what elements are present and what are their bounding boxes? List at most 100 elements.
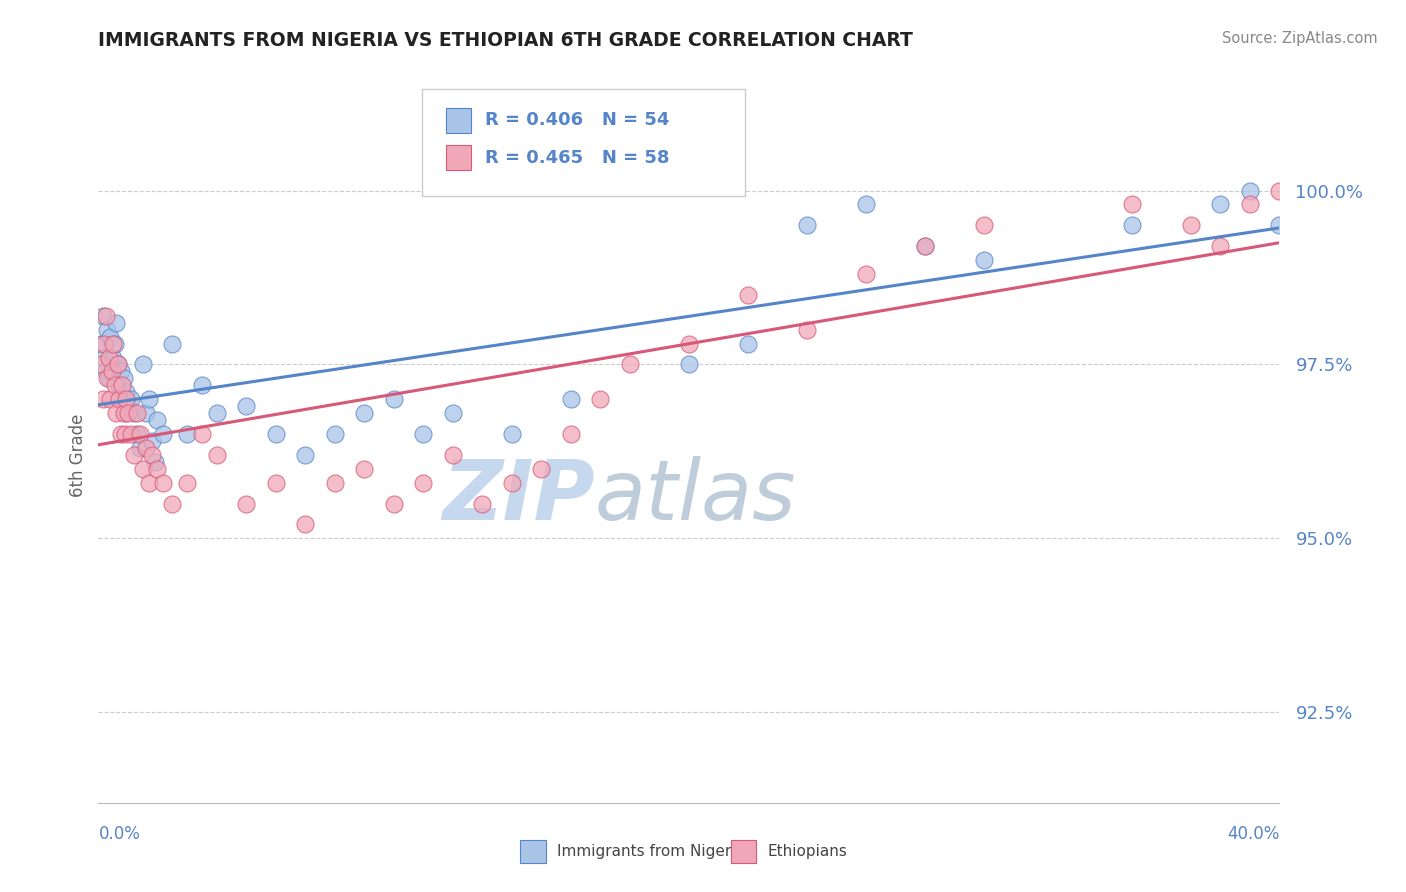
Point	[135, 406, 157, 420]
Point	[796, 323, 818, 337]
Point	[412, 475, 434, 490]
Text: 40.0%: 40.0%	[1227, 825, 1279, 843]
Point	[125, 427, 148, 442]
Point	[94, 309, 117, 323]
Point	[1121, 197, 1143, 211]
Point	[112, 406, 135, 420]
Point	[98, 392, 121, 407]
Text: R = 0.465   N = 58: R = 0.465 N = 58	[485, 149, 669, 167]
Point	[132, 358, 155, 372]
Point	[855, 197, 877, 211]
Point	[560, 392, 582, 407]
Point	[104, 378, 127, 392]
Point	[589, 392, 612, 407]
Point	[93, 351, 115, 365]
Point	[501, 427, 523, 442]
Point	[1209, 197, 1232, 211]
Text: Ethiopians: Ethiopians	[768, 845, 848, 859]
Point	[1239, 197, 1261, 211]
Point	[125, 406, 148, 420]
Point	[678, 358, 700, 372]
Point	[104, 336, 127, 351]
Point	[107, 358, 129, 372]
Point	[114, 427, 136, 442]
Point	[176, 475, 198, 490]
Point	[264, 427, 287, 442]
Point	[162, 497, 183, 511]
Point	[441, 448, 464, 462]
Point	[97, 351, 120, 365]
Point	[855, 267, 877, 281]
Point	[973, 253, 995, 268]
Point	[235, 497, 257, 511]
Y-axis label: 6th Grade: 6th Grade	[69, 413, 87, 497]
Point	[103, 351, 125, 365]
Text: IMMIGRANTS FROM NIGERIA VS ETHIOPIAN 6TH GRADE CORRELATION CHART: IMMIGRANTS FROM NIGERIA VS ETHIOPIAN 6TH…	[98, 31, 914, 50]
Text: R = 0.406   N = 54: R = 0.406 N = 54	[485, 112, 669, 129]
Point	[105, 316, 128, 330]
Point	[235, 399, 257, 413]
Point	[122, 406, 145, 420]
Point	[152, 475, 174, 490]
Point	[96, 371, 118, 385]
Point	[146, 413, 169, 427]
Point	[619, 358, 641, 372]
Point	[120, 392, 142, 407]
Point	[138, 475, 160, 490]
Point	[112, 371, 135, 385]
Text: Immigrants from Nigeria: Immigrants from Nigeria	[557, 845, 745, 859]
Point	[323, 427, 346, 442]
Point	[323, 475, 346, 490]
Point	[143, 455, 166, 469]
Point	[1239, 184, 1261, 198]
Point	[146, 462, 169, 476]
Point	[100, 364, 122, 378]
Point	[103, 336, 125, 351]
Point	[1180, 219, 1202, 233]
Point	[141, 448, 163, 462]
Point	[973, 219, 995, 233]
Point	[115, 392, 138, 407]
Point	[441, 406, 464, 420]
Text: atlas: atlas	[595, 456, 796, 537]
Point	[1268, 184, 1291, 198]
Text: ZIP: ZIP	[441, 456, 595, 537]
Point	[191, 378, 214, 392]
Point	[678, 336, 700, 351]
Text: Source: ZipAtlas.com: Source: ZipAtlas.com	[1222, 31, 1378, 46]
Point	[91, 309, 114, 323]
Point	[128, 427, 150, 442]
Point	[264, 475, 287, 490]
Point	[105, 406, 128, 420]
Point	[353, 406, 375, 420]
Point	[412, 427, 434, 442]
Point	[294, 517, 316, 532]
Point	[1282, 239, 1305, 253]
Point	[737, 288, 759, 302]
Point	[382, 497, 405, 511]
Point	[108, 378, 131, 392]
Point	[796, 219, 818, 233]
Point	[117, 399, 139, 413]
Point	[98, 329, 121, 343]
Point	[1121, 219, 1143, 233]
Point	[176, 427, 198, 442]
Point	[914, 239, 936, 253]
Point	[91, 392, 114, 407]
Point	[122, 448, 145, 462]
Point	[501, 475, 523, 490]
Point	[120, 427, 142, 442]
Point	[93, 336, 115, 351]
Point	[737, 336, 759, 351]
Point	[114, 406, 136, 420]
Point	[96, 323, 118, 337]
Point	[205, 448, 228, 462]
Point	[117, 406, 139, 420]
Point	[111, 378, 134, 392]
Point	[530, 462, 553, 476]
Point	[560, 427, 582, 442]
Point	[382, 392, 405, 407]
Point	[135, 441, 157, 455]
Point	[914, 239, 936, 253]
Point	[128, 441, 150, 455]
